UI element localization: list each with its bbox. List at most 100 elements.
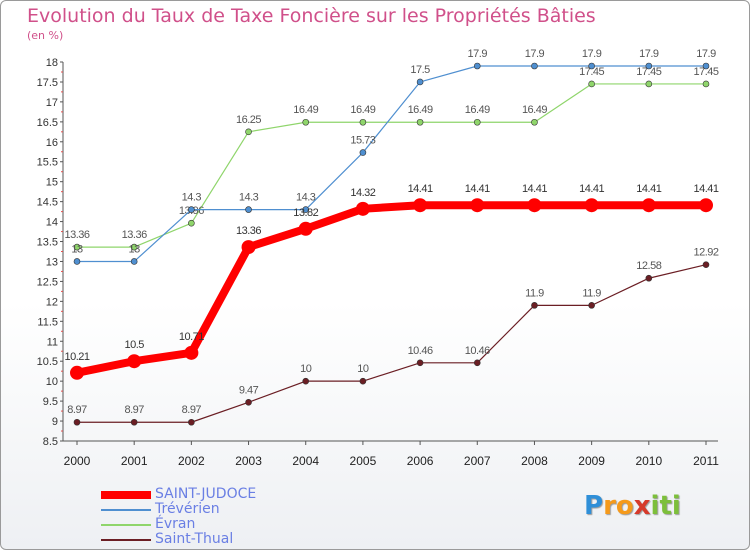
data-label-treverien: 17.5 xyxy=(410,64,430,76)
data-point-saint-thual xyxy=(588,302,595,309)
data-point-saint-judoce xyxy=(584,198,599,213)
legend-label-saint-judoce: SAINT-JUDOCE xyxy=(155,486,257,502)
data-point-saint-judoce xyxy=(298,221,313,236)
logo-letter: o xyxy=(615,491,634,521)
data-label-saint-judoce: 14.32 xyxy=(350,187,375,199)
data-point-treverien xyxy=(245,206,252,213)
data-label-treverien: 13 xyxy=(71,243,83,255)
data-label-evran: 17.45 xyxy=(693,66,718,78)
y-tick-label: 15.5 xyxy=(37,157,58,169)
logo-letter: t xyxy=(659,491,672,521)
data-point-saint-judoce xyxy=(413,198,428,213)
data-label-saint-thual: 9.47 xyxy=(239,384,259,396)
proxiti-logo: Proxiti xyxy=(584,491,681,521)
data-point-saint-judoce xyxy=(641,198,656,213)
data-point-treverien xyxy=(73,258,81,265)
data-label-evran: 17.45 xyxy=(636,66,661,78)
y-tick-label: 8.5 xyxy=(43,436,58,448)
x-tick-label: 2003 xyxy=(235,454,262,468)
data-point-saint-thual xyxy=(645,274,653,282)
data-label-treverien: 14.3 xyxy=(182,192,202,204)
data-label-evran: 16.49 xyxy=(408,104,433,116)
data-label-saint-judoce: 10.71 xyxy=(179,331,204,343)
data-label-saint-thual: 10.46 xyxy=(408,345,433,357)
data-point-evran xyxy=(416,118,424,126)
data-point-evran xyxy=(588,80,595,88)
data-label-saint-judoce: 14.41 xyxy=(408,183,433,195)
data-point-evran xyxy=(245,128,252,136)
data-label-treverien: 13 xyxy=(129,243,141,255)
data-point-saint-thual xyxy=(416,359,424,367)
data-point-saint-thual xyxy=(73,418,81,426)
data-label-saint-judoce: 14.41 xyxy=(693,183,718,195)
x-tick-label: 2002 xyxy=(178,454,205,468)
y-tick-label: 10 xyxy=(46,376,58,388)
data-point-evran xyxy=(531,118,538,126)
y-tick-label: 17 xyxy=(46,97,58,109)
legend-label-evran: Évran xyxy=(155,516,196,532)
x-tick-label: 2010 xyxy=(635,454,662,468)
unit-label: (en %) xyxy=(27,29,64,42)
data-point-treverien xyxy=(588,62,595,70)
data-point-evran xyxy=(302,118,310,126)
data-label-saint-judoce: 13.36 xyxy=(236,225,261,237)
legend-swatch-saint-thual xyxy=(101,539,151,541)
data-label-saint-thual: 12.92 xyxy=(693,247,718,259)
data-point-saint-judoce xyxy=(241,240,256,255)
data-label-saint-judoce: 14.41 xyxy=(636,183,661,195)
logo-letter: r xyxy=(603,491,616,521)
data-label-saint-thual: 8.97 xyxy=(124,404,144,416)
data-point-saint-judoce xyxy=(470,198,485,213)
data-label-evran: 16.49 xyxy=(465,104,490,116)
data-label-treverien: 14.3 xyxy=(239,192,259,204)
data-point-saint-thual xyxy=(188,418,195,426)
data-label-saint-thual: 10 xyxy=(357,363,369,375)
data-label-evran: 13.36 xyxy=(122,229,147,241)
data-point-saint-judoce xyxy=(355,201,370,216)
logo-letter: P xyxy=(584,491,604,521)
data-point-saint-judoce xyxy=(184,345,199,360)
legend-label-saint-thual: Saint-Thual xyxy=(155,531,234,547)
data-point-saint-thual xyxy=(473,359,481,367)
data-point-evran xyxy=(645,80,653,88)
data-point-saint-judoce xyxy=(70,365,84,380)
data-label-saint-thual: 11.9 xyxy=(525,287,544,299)
y-tick-label: 16 xyxy=(46,137,58,149)
data-point-evran xyxy=(130,243,138,251)
data-label-saint-judoce: 14.41 xyxy=(465,183,490,195)
data-label-evran: 17.45 xyxy=(579,66,604,78)
data-label-saint-judoce: 14.41 xyxy=(522,183,547,195)
data-point-treverien xyxy=(416,78,424,86)
y-tick-label: 14 xyxy=(46,217,58,229)
x-tick-label: 2007 xyxy=(464,454,491,468)
legend-swatch-evran xyxy=(101,524,151,526)
data-label-treverien: 17.9 xyxy=(696,48,716,60)
x-tick-label: 2011 xyxy=(693,454,719,468)
data-label-saint-thual: 8.97 xyxy=(182,404,202,416)
data-label-saint-thual: 10 xyxy=(300,363,312,375)
y-tick-label: 14.5 xyxy=(37,197,58,209)
data-label-saint-judoce: 10.5 xyxy=(124,339,144,351)
legend-swatch-saint-judoce xyxy=(101,491,151,499)
y-tick-label: 11.5 xyxy=(37,316,58,328)
data-point-treverien xyxy=(531,62,538,70)
data-label-evran: 13.36 xyxy=(64,229,89,241)
y-tick-label: 11 xyxy=(47,336,58,348)
data-point-evran xyxy=(473,118,481,126)
data-label-treverien: 17.9 xyxy=(468,48,488,60)
y-tick-label: 12.5 xyxy=(37,276,58,288)
data-label-saint-thual: 8.97 xyxy=(67,404,87,416)
data-point-saint-thual xyxy=(245,399,252,406)
data-point-saint-thual xyxy=(359,377,367,385)
logo-letter: i xyxy=(650,491,660,521)
x-tick-label: 2004 xyxy=(292,454,319,468)
logo-letter: x xyxy=(633,491,651,521)
y-tick-label: 16.5 xyxy=(37,117,58,129)
data-label-evran: 16.49 xyxy=(522,104,547,116)
data-point-evran xyxy=(702,80,710,88)
data-label-treverien: 14.3 xyxy=(296,192,316,204)
y-tick-label: 18 xyxy=(46,57,58,69)
data-label-evran: 16.49 xyxy=(350,104,375,116)
